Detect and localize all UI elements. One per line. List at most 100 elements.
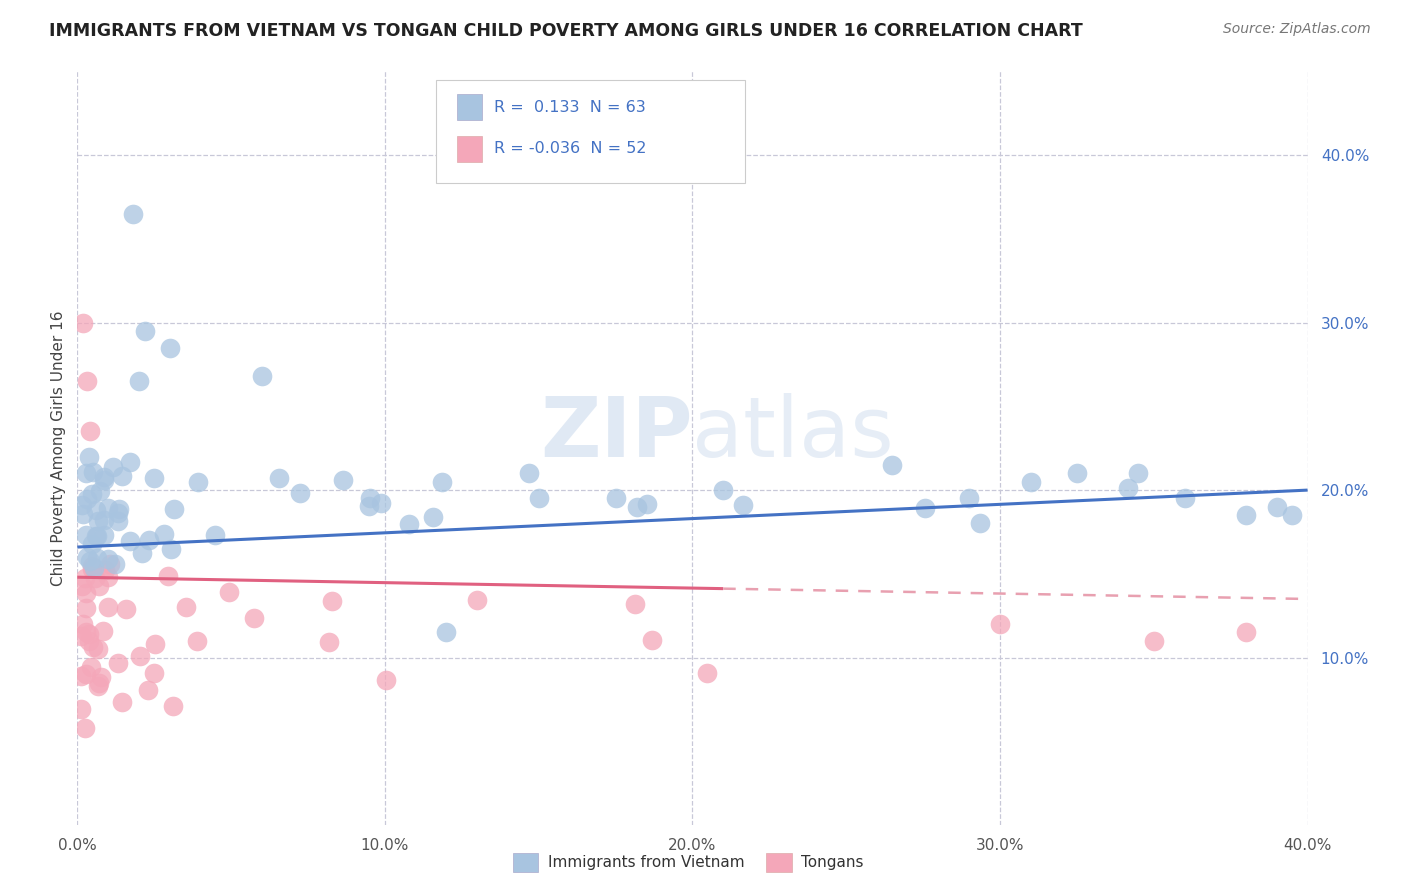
Point [1066, 467, 1088, 481]
Point [163, 502, 186, 516]
Point [107, 515, 129, 529]
Point [636, 497, 658, 511]
Point [72, 316, 94, 330]
Point [1234, 625, 1257, 640]
Point [357, 500, 380, 514]
Point [72, 508, 94, 522]
Point [218, 585, 240, 599]
Point [82, 486, 104, 500]
Point [128, 374, 150, 388]
Point [519, 467, 541, 481]
Point [131, 546, 153, 560]
Point [1143, 633, 1166, 648]
Text: ZIP: ZIP [540, 392, 693, 474]
Text: IMMIGRANTS FROM VIETNAM VS TONGAN CHILD POVERTY AMONG GIRLS UNDER 16 CORRELATION: IMMIGRANTS FROM VIETNAM VS TONGAN CHILD … [49, 22, 1083, 40]
Point [1126, 466, 1149, 480]
Point [957, 491, 980, 506]
Point [75, 528, 97, 542]
Point [101, 460, 124, 475]
Point [82, 640, 104, 655]
Point [75, 585, 97, 599]
Point [527, 491, 550, 506]
Point [76, 491, 98, 506]
Point [96, 552, 118, 566]
Point [359, 491, 381, 506]
Point [80, 660, 103, 674]
Point [84, 529, 107, 543]
Point [422, 509, 444, 524]
Point [153, 526, 176, 541]
Point [76, 549, 98, 564]
Point [94, 563, 117, 577]
Point [1281, 508, 1303, 523]
Point [204, 528, 226, 542]
Point [93, 624, 115, 638]
Text: Immigrants from Vietnam: Immigrants from Vietnam [548, 855, 745, 870]
Point [77, 450, 100, 464]
Point [107, 657, 129, 671]
Point [121, 207, 143, 221]
Point [988, 617, 1011, 632]
Point [89, 483, 111, 498]
Y-axis label: Child Poverty Among Girls Under 16: Child Poverty Among Girls Under 16 [51, 310, 66, 586]
Point [79, 633, 101, 648]
Point [1174, 491, 1197, 506]
Point [82, 465, 104, 479]
Point [104, 557, 127, 571]
Point [711, 483, 734, 497]
Point [882, 458, 904, 472]
Point [70, 629, 93, 643]
Point [118, 534, 141, 549]
Point [98, 557, 121, 571]
Point [87, 641, 110, 656]
Point [398, 517, 420, 532]
Point [86, 551, 108, 566]
Point [1265, 500, 1288, 514]
Text: atlas: atlas [693, 392, 894, 474]
Point [72, 498, 94, 512]
Point [624, 597, 647, 611]
Point [129, 648, 152, 663]
Point [269, 471, 291, 485]
Point [162, 698, 184, 713]
Point [93, 473, 115, 487]
Point [187, 475, 209, 490]
Point [118, 455, 141, 469]
Point [70, 702, 93, 716]
Point [143, 637, 166, 651]
Point [115, 602, 138, 616]
Point [605, 491, 627, 506]
Point [370, 496, 392, 510]
Point [250, 369, 273, 384]
Point [914, 501, 936, 516]
Point [84, 503, 107, 517]
Point [288, 485, 311, 500]
Point [174, 599, 197, 614]
Point [136, 683, 159, 698]
Point [76, 374, 98, 388]
Point [134, 324, 156, 338]
Point [75, 721, 97, 735]
Point [332, 473, 354, 487]
Point [1234, 508, 1257, 523]
Point [641, 632, 664, 647]
Point [72, 616, 94, 631]
Point [143, 666, 166, 681]
Point [731, 498, 754, 512]
Point [75, 624, 97, 639]
Point [73, 571, 96, 585]
Point [111, 695, 134, 709]
Point [107, 506, 129, 520]
Point [97, 569, 120, 583]
Point [143, 471, 166, 485]
Point [79, 425, 101, 439]
Point [321, 594, 343, 608]
Text: Tongans: Tongans [801, 855, 863, 870]
Point [83, 571, 105, 585]
Point [97, 599, 120, 614]
Point [87, 579, 110, 593]
Point [465, 593, 488, 607]
Point [80, 536, 103, 550]
Point [696, 666, 718, 681]
Point [318, 635, 340, 649]
